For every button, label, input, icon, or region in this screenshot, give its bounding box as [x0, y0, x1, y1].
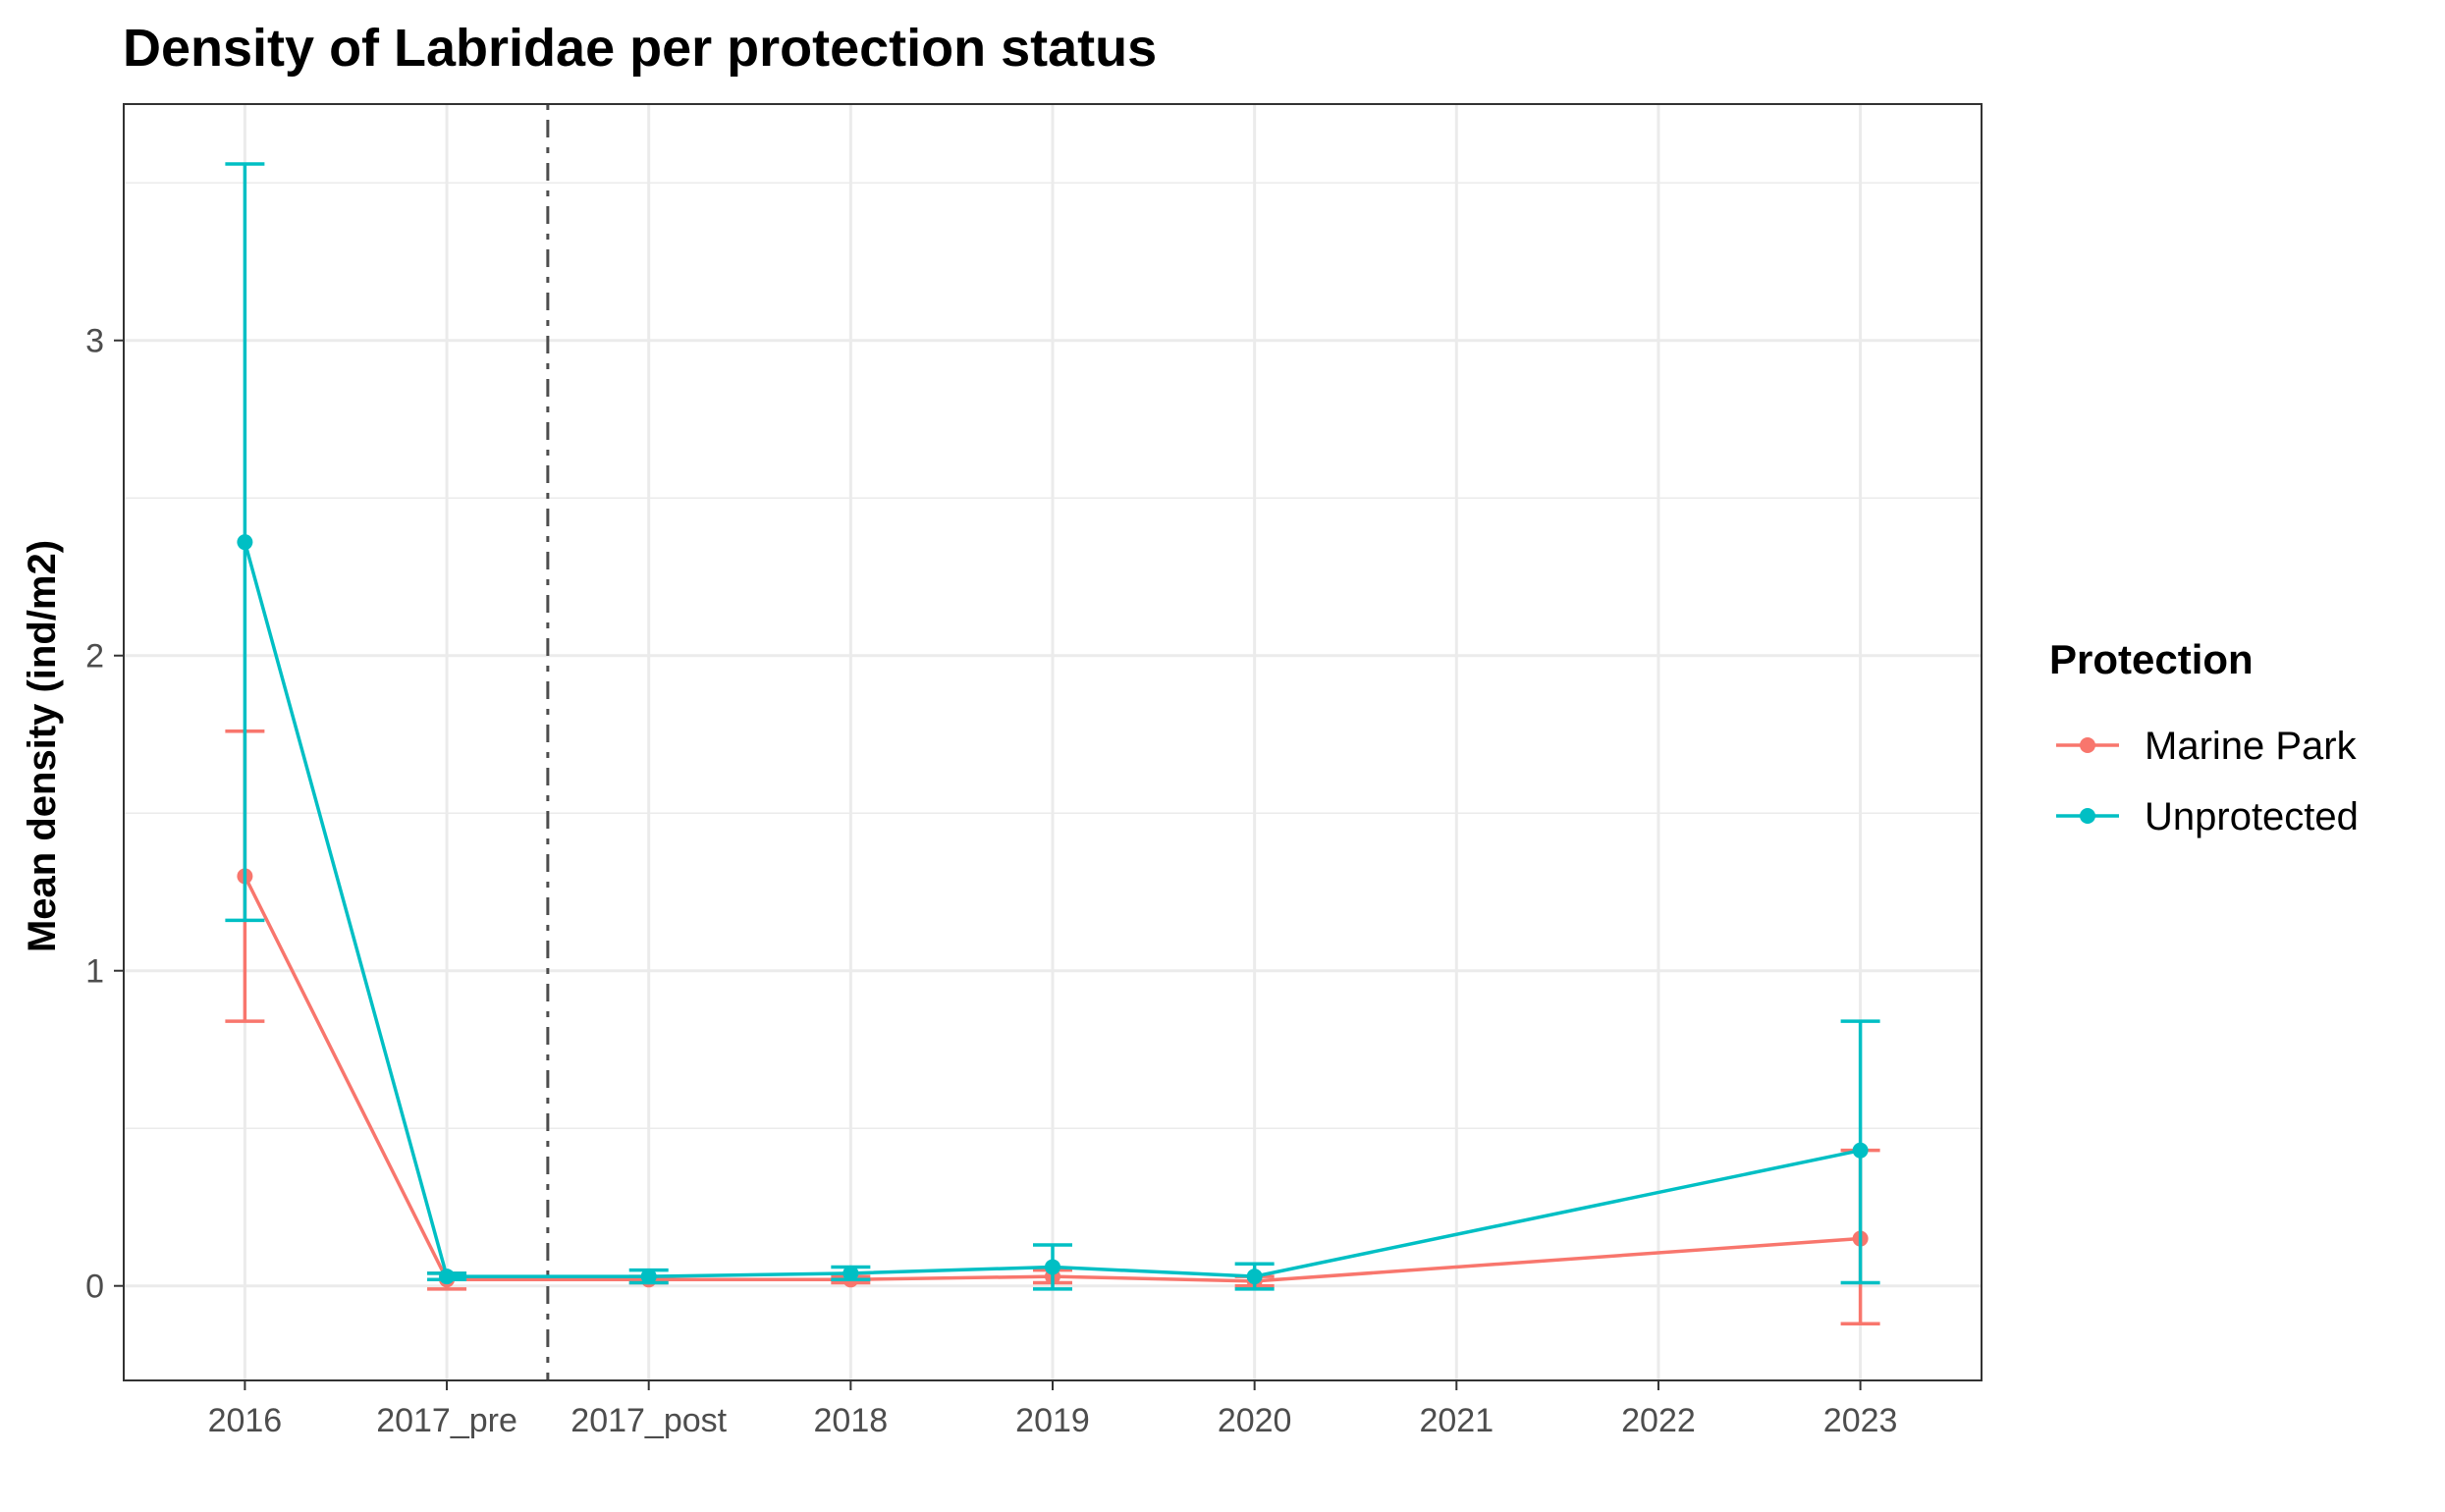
x-tick-label: 2021	[1419, 1402, 1494, 1439]
legend-label: Unprotected	[2145, 795, 2359, 838]
legend-label: Marine Park	[2145, 725, 2358, 768]
y-tick-label: 3	[85, 323, 104, 360]
x-tick-label: 2016	[208, 1402, 283, 1439]
legend-key-point	[2080, 737, 2095, 753]
data-point	[1246, 1269, 1263, 1285]
y-axis-title: Mean density (ind/m2)	[21, 540, 64, 952]
x-tick-label: 2019	[1015, 1402, 1090, 1439]
data-point	[1852, 1142, 1869, 1159]
x-tick-label: 2023	[1823, 1402, 1898, 1439]
chart-title: Density of Labridae per protection statu…	[123, 19, 1157, 78]
x-tick-label: 2022	[1621, 1402, 1696, 1439]
data-point	[1045, 1259, 1060, 1275]
x-tick-label: 2017_pre	[376, 1402, 517, 1439]
data-point	[842, 1265, 859, 1281]
data-point	[640, 1269, 657, 1285]
y-tick-label: 1	[85, 953, 104, 991]
series-group	[225, 162, 1880, 1325]
data-point	[237, 534, 253, 551]
legend-items: Marine Park Unprotected	[2056, 725, 2359, 838]
y-axis: 0 1 2 3	[85, 323, 124, 1306]
legend-key-point	[2080, 808, 2095, 824]
series-unprotected	[225, 162, 1880, 1291]
data-point	[439, 1269, 456, 1285]
legend-title: Protection	[2049, 636, 2254, 682]
legend-item: Marine Park	[2056, 725, 2358, 768]
x-tick-label: 2020	[1218, 1402, 1292, 1439]
x-tick-label: 2017_post	[570, 1402, 727, 1439]
x-tick-label: 2018	[814, 1402, 889, 1439]
y-tick-label: 2	[85, 638, 104, 675]
legend: Protection Marine Park Unprotected	[2049, 636, 2359, 838]
legend-item: Unprotected	[2056, 795, 2359, 838]
y-tick-label: 0	[85, 1269, 104, 1306]
x-axis: 2016 2017_pre 2017_post 2018 2019 2020 2021 202…	[208, 1380, 1898, 1439]
